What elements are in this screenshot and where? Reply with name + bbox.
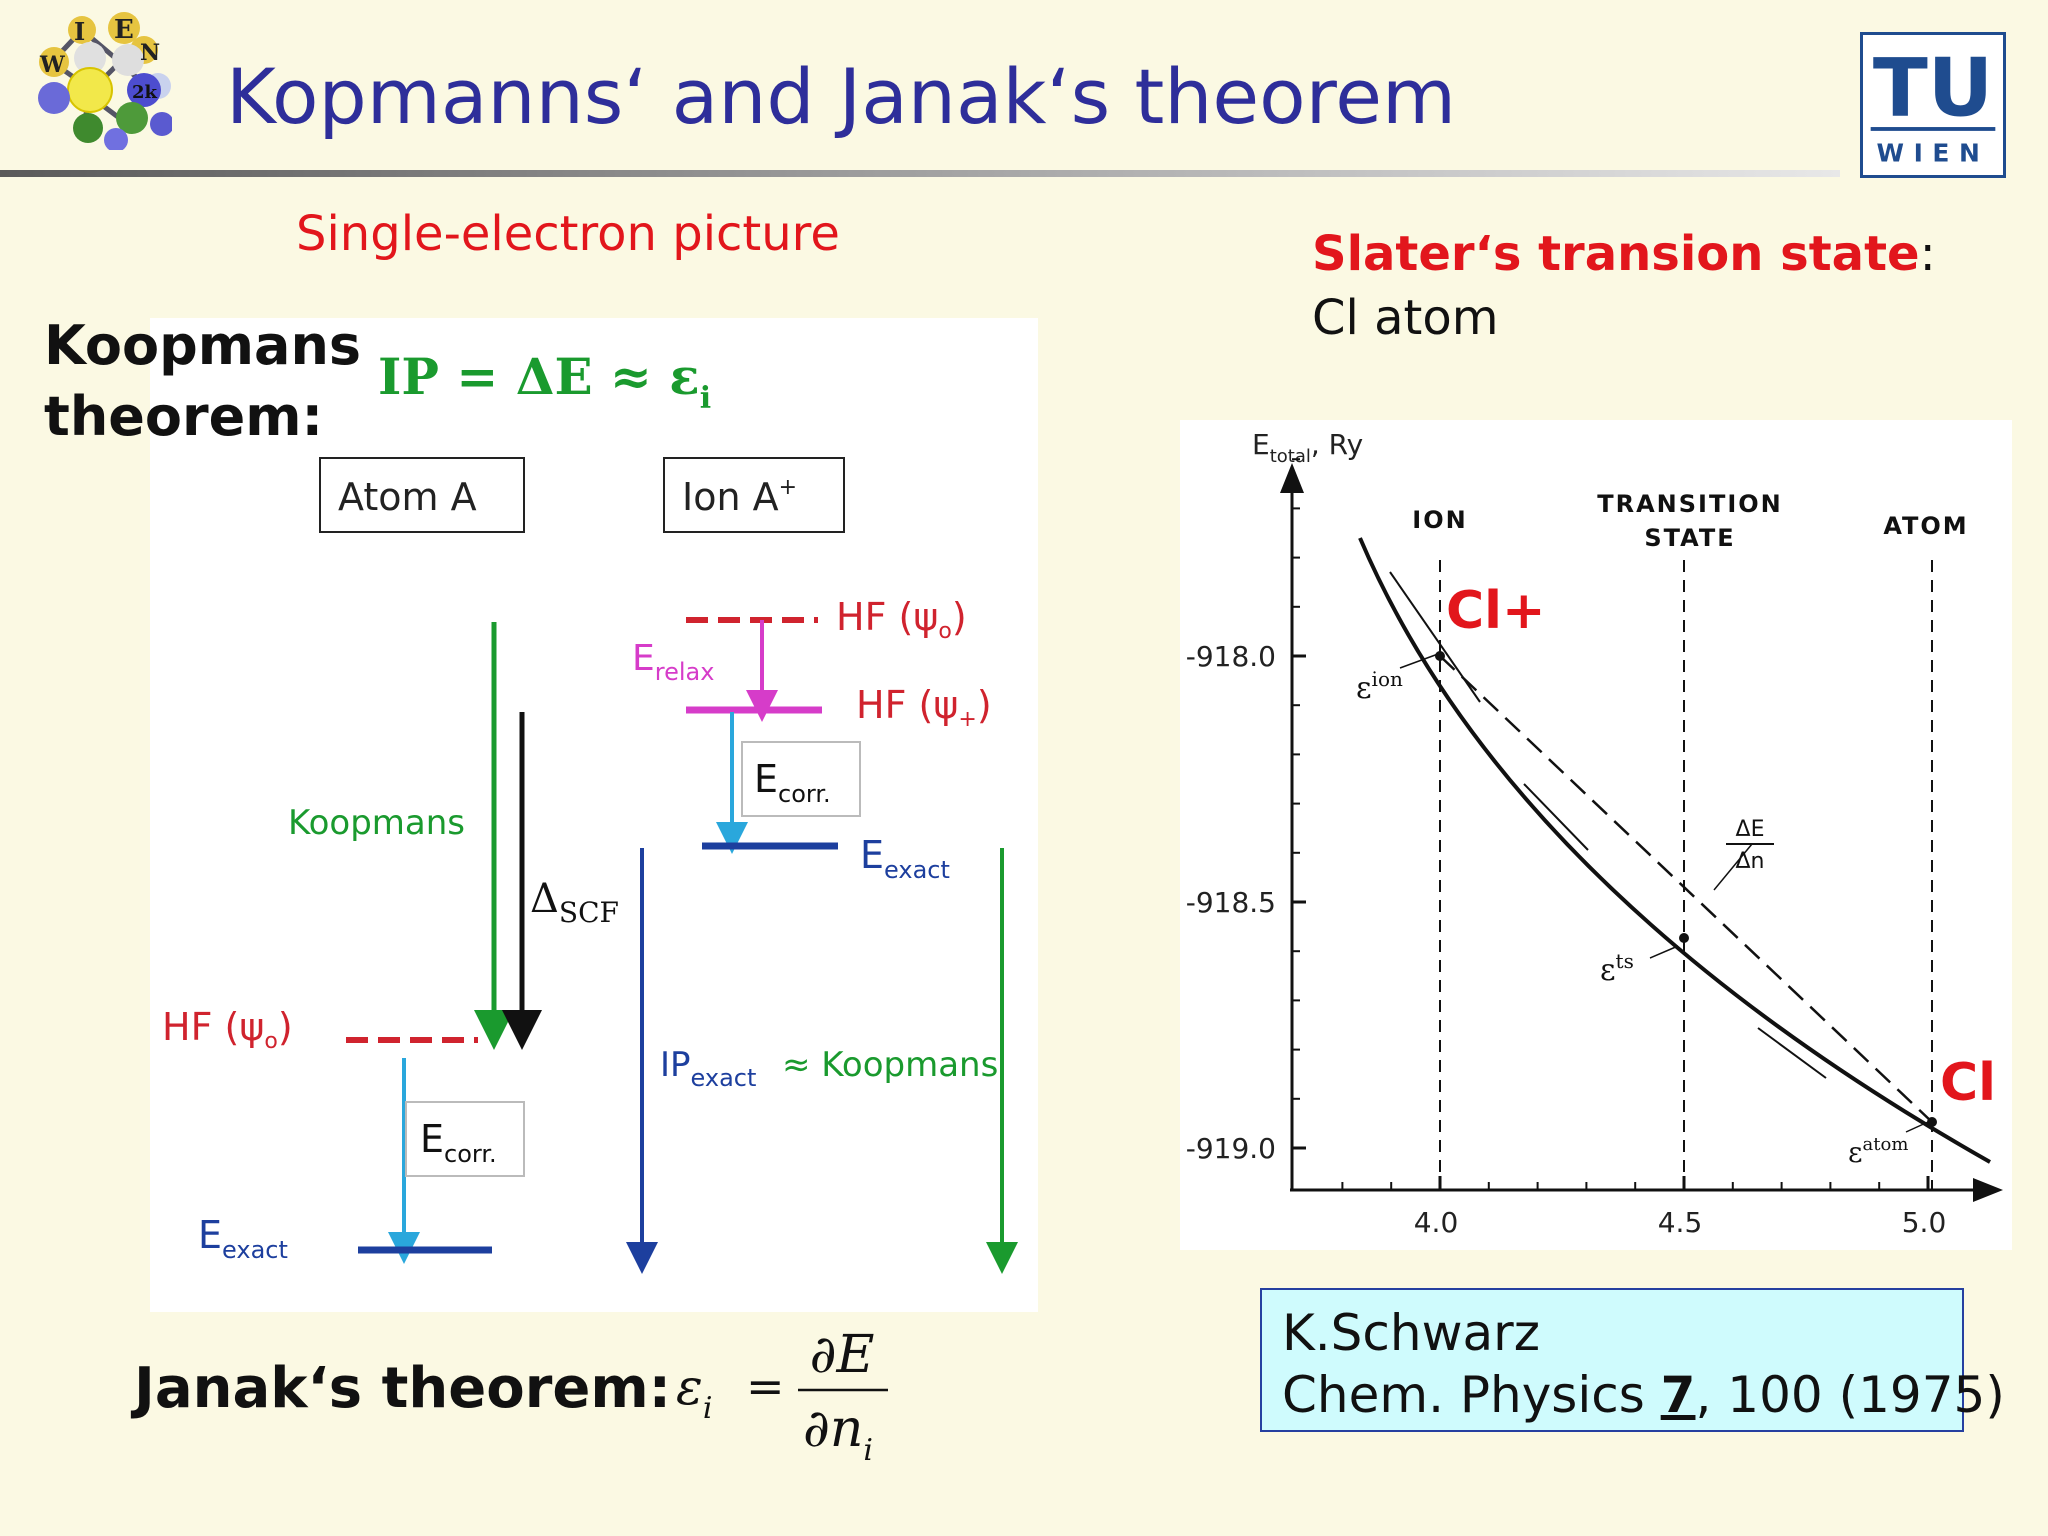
e-corr-atom-label: Ecorr. [420,1117,497,1168]
title-divider [0,170,1840,177]
ip-exact-label: IPexact [660,1045,756,1092]
e-relax-label: Erelax [632,638,714,686]
slide-title: Kopmanns‘ and Janak‘s theorem [226,52,1457,141]
reference-line1: K.Schwarz [1282,1304,1540,1362]
logo-letter-e: E [114,15,134,45]
koopmans-diagram: IP = ΔE ≈ εi Atom A Ion A+ HF (ψo) Erela… [150,318,1038,1312]
logo-letter-2k: 2k [132,82,158,103]
eps-ion-label: εion [1356,667,1403,706]
reference-journal: Chem. Physics [1282,1366,1661,1424]
y-tick-label: -919.0 [1186,1132,1276,1165]
ion-a-label: Ion A+ [682,475,797,519]
tangent-ion [1389,571,1481,703]
atom-column-label: ATOM [1883,512,1968,540]
ip-formula: IP = ΔE ≈ εi [378,347,711,416]
atom-e-icon [108,12,140,44]
reference-volume: 7 [1660,1366,1696,1424]
tu-wien-logo: TU WIEN [1860,32,2006,178]
janak-denominator: ∂ni [803,1399,873,1468]
energy-curve [1358,537,1991,1164]
logo-letter-n: N [140,40,160,66]
koopmans-label-line2: theorem: [44,385,324,449]
koopmans-label: Koopmans [288,803,465,843]
approx-koopmans-label: ≈ Koopmans [782,1045,998,1085]
slater-title: Slater‘s transion state: [1312,226,1936,282]
e-exact-ion-label: Eexact [860,833,950,884]
janak-equals: = [746,1359,785,1413]
janak-numerator: ∂E [810,1325,875,1385]
de-label: ΔE [1736,817,1765,842]
tu-logo-text: TU [1873,41,1993,135]
wien2k-logo: I E N W 2k [38,12,172,150]
janak-formula: εi = ∂E ∂ni [676,1325,888,1468]
y-tick-label: -918.5 [1186,886,1276,919]
cl-atom-label: Cl atom [1312,290,1499,346]
transition-label-line2: STATE [1644,524,1735,552]
transition-label-line1: TRANSITION [1597,490,1783,518]
single-electron-subtitle: Single-electron picture [296,206,840,262]
janak-theorem-label: Janak‘s theorem: [134,1356,672,1421]
reference-line2: Chem. Physics 7, 100 (1975) [1282,1364,2005,1426]
e-corr-ion-box [741,741,861,817]
hf-psi0-ion-label: HF (ψo) [836,595,967,644]
y-axis-label: Etotal, Ry [1252,428,1363,467]
e-corr-ion-label: Ecorr. [754,757,831,808]
logo-letter-w: W [39,52,65,78]
eps-ts-label: εts [1600,949,1634,988]
janak-eps: εi [676,1358,712,1426]
y-tick-label: -918.0 [1186,640,1276,673]
delta-scf-label: ΔSCF [530,876,619,929]
x-tick-label: 4.5 [1658,1206,1703,1239]
secant-line [1439,655,1933,1123]
atom-a-label: Atom A [338,475,477,519]
slater-colon: : [1919,226,1936,282]
tangent-low [1757,1027,1827,1079]
eps-atom-label: εatom [1848,1134,1908,1169]
ion-column-label: ION [1412,506,1467,534]
reference-pages-year: , 100 (1975) [1695,1366,2005,1424]
wien-logo-text: WIEN [1876,139,1989,168]
e-exact-atom-label: Eexact [198,1213,288,1264]
cl-plus-label: Cl+ [1446,581,1546,641]
hf-psi-plus-label: HF (ψ+) [856,683,992,732]
x-tick-label: 5.0 [1902,1206,1947,1239]
x-tick-label: 4.0 [1414,1206,1459,1239]
ion-a-box [663,457,845,533]
dn-label: Δn [1736,849,1765,874]
atom-a-box [319,457,525,533]
koopmans-theorem-label: Koopmans theorem: [44,310,361,453]
tangent-mid [1523,783,1589,851]
e-corr-atom-box [405,1101,525,1177]
cl-label: Cl [1940,1053,1996,1113]
energy-plot: Etotal, Ry ION TRANSITION STATE ATOM -91… [1180,420,2012,1250]
reference-box: K.Schwarz Chem. Physics 7, 100 (1975) [1260,1288,2005,1432]
slater-title-text: Slater‘s transion state [1312,226,1920,282]
logo-letter-i: I [74,17,85,46]
koopmans-label-line1: Koopmans [44,314,362,377]
hf-psi0-atom-label: HF (ψo) [162,1005,293,1054]
